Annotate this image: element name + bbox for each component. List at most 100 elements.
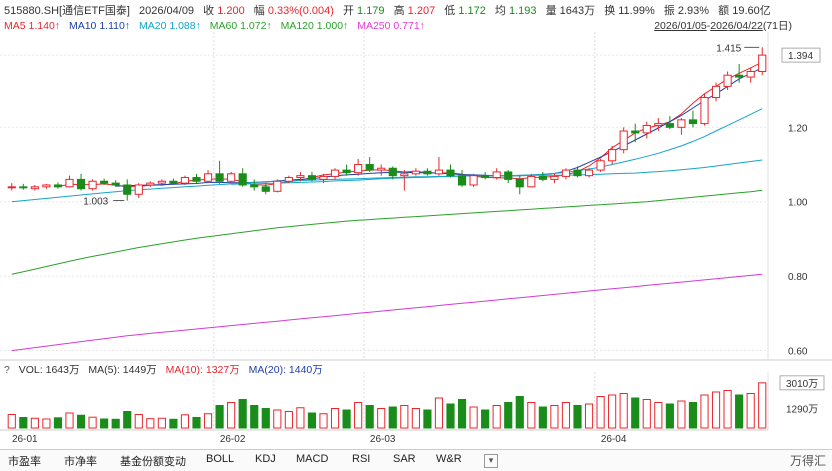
volume-bar — [100, 418, 109, 429]
candle-body — [446, 169, 455, 177]
vol-ma10-legend: MA(10): 1327万 — [165, 364, 240, 376]
candle-body — [365, 164, 374, 171]
volume-bar — [354, 402, 363, 429]
volume-bar — [111, 418, 120, 429]
volume-bar — [53, 417, 63, 429]
volume-bar — [157, 417, 166, 429]
volume-bar — [342, 409, 351, 429]
range-start: 2026/01/05 — [654, 20, 707, 32]
candle-body — [42, 184, 51, 188]
close-value: 收 1.200 — [203, 5, 245, 17]
candle-body — [400, 173, 409, 177]
tab-boll[interactable]: BOLL — [206, 453, 235, 465]
candle-body — [354, 164, 363, 174]
candles — [7, 47, 767, 201]
volume-bar — [550, 405, 559, 429]
volume-bar — [665, 403, 674, 429]
volume-bar — [481, 409, 490, 429]
tab-macd[interactable]: MACD — [296, 453, 329, 465]
volume-bar — [527, 402, 536, 429]
volume-bar — [700, 394, 709, 429]
candle-body — [504, 171, 513, 180]
volume-bar — [423, 409, 432, 429]
more-tabs-chevron-icon[interactable]: ▾ — [484, 454, 498, 468]
candle-body — [273, 180, 282, 192]
candle-body — [700, 97, 709, 125]
candle-body — [492, 171, 501, 179]
x-tick-label: 26-01 — [12, 434, 38, 445]
candle-body — [735, 74, 744, 78]
candle-body — [157, 180, 166, 184]
volume-bar — [515, 396, 524, 429]
vol-ma20-legend: MA(20): 1440万 — [248, 364, 323, 376]
vol-ma5-legend: MA(5): 1449万 — [88, 364, 157, 376]
candle-body — [261, 186, 270, 192]
candle-body — [330, 169, 340, 177]
x-tick-label: 26-03 — [370, 434, 396, 445]
last-price-box — [781, 47, 821, 63]
candle-body — [538, 175, 547, 180]
volume-bar — [573, 405, 582, 429]
volume-bar — [735, 394, 744, 429]
candle-body — [65, 178, 74, 188]
volume-bar — [677, 400, 686, 429]
vol-tick-label: 1290万 — [786, 405, 818, 416]
volume-bar — [377, 408, 386, 429]
volume-bar — [758, 382, 767, 429]
candle-body — [388, 167, 397, 177]
volume-bar — [434, 397, 444, 429]
ma60-line — [11, 159, 763, 203]
price-volume-chart[interactable]: 1.3941.201.000.800.601.39426-0126-0226-0… — [0, 0, 832, 449]
candle-body — [584, 169, 594, 177]
volume-bar — [296, 407, 305, 429]
volume-bar — [538, 406, 547, 429]
wind-logo: 万得汇 — [789, 454, 826, 468]
tab-kdj[interactable]: KDJ — [255, 453, 276, 465]
tab-sar[interactable]: SAR — [393, 453, 416, 465]
candle-body — [30, 186, 39, 190]
candle-body — [146, 182, 155, 186]
candle-body — [76, 178, 86, 190]
volume-bar — [688, 402, 698, 429]
quote-date: 2026/04/09 — [139, 5, 195, 17]
help-icon[interactable]: ? — [4, 364, 10, 376]
candle-body — [296, 175, 305, 179]
candle-body — [677, 119, 686, 128]
volume-bar — [65, 412, 74, 429]
ma5-legend: MA5 1.140↑ — [4, 20, 61, 32]
axis-labels: 1.3941.201.000.800.601.39426-0126-0226-0… — [12, 43, 825, 445]
volume-bar — [238, 399, 247, 429]
volume-bar — [400, 405, 409, 429]
candle-body — [723, 74, 732, 87]
volume-bar — [134, 414, 143, 429]
ma250-legend: MA250 0.771↑ — [357, 20, 425, 32]
volume-bar — [146, 418, 155, 429]
volume-bar — [180, 414, 190, 429]
candle-body — [573, 169, 582, 177]
tab-rsi[interactable]: RSI — [352, 453, 371, 465]
ma20-legend: MA20 1.088↑ — [138, 20, 201, 32]
volume-bar — [88, 416, 97, 429]
candle-body — [434, 169, 444, 175]
tab-fund-share[interactable]: 基金份额变动 — [120, 456, 186, 468]
vol-tick-label: 3010万 — [786, 379, 818, 390]
candle-body — [746, 70, 755, 78]
tab-wr[interactable]: W&R — [436, 453, 462, 465]
volume-bar — [261, 408, 270, 429]
tab-pe[interactable]: 市盈率 — [8, 456, 41, 468]
volume-bar — [307, 412, 317, 429]
volume-bar — [203, 413, 213, 429]
candle-body — [642, 124, 651, 134]
x-tick-label: 26-02 — [220, 434, 246, 445]
candle-body — [665, 123, 674, 128]
volume-bar — [215, 405, 224, 429]
date-range-label[interactable]: 2026/01/05-2026/04/22(71日) — [654, 19, 792, 33]
vol-max-box — [779, 375, 825, 391]
min-price-label: 1.003 — [83, 197, 108, 208]
volume-bar — [642, 399, 651, 429]
volume-bar — [365, 405, 374, 429]
candle-body — [469, 175, 478, 186]
candle-body — [711, 85, 721, 99]
candle-body — [619, 130, 628, 151]
tab-pb[interactable]: 市净率 — [64, 456, 97, 468]
